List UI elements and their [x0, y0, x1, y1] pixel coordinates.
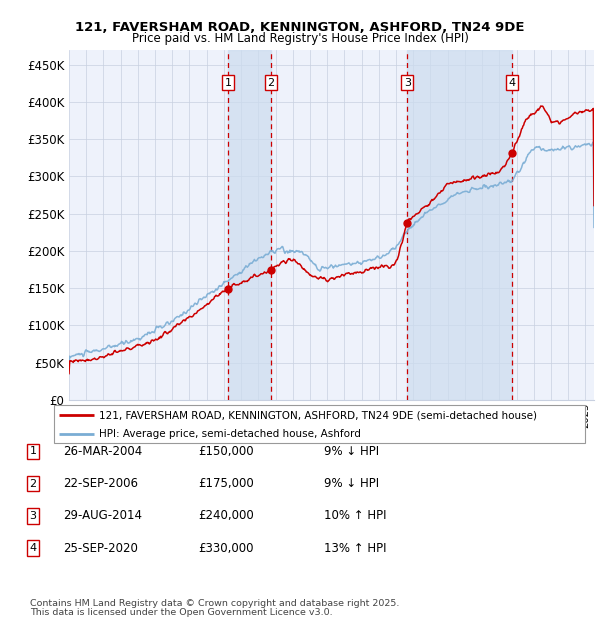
Text: 9% ↓ HPI: 9% ↓ HPI [324, 477, 379, 490]
Text: 1: 1 [29, 446, 37, 456]
Text: 121, FAVERSHAM ROAD, KENNINGTON, ASHFORD, TN24 9DE: 121, FAVERSHAM ROAD, KENNINGTON, ASHFORD… [75, 22, 525, 34]
Text: HPI: Average price, semi-detached house, Ashford: HPI: Average price, semi-detached house,… [99, 428, 361, 439]
Text: 4: 4 [508, 78, 515, 88]
Text: 22-SEP-2006: 22-SEP-2006 [63, 477, 138, 490]
Text: 4: 4 [29, 543, 37, 553]
Text: 9% ↓ HPI: 9% ↓ HPI [324, 445, 379, 458]
Text: £240,000: £240,000 [198, 510, 254, 522]
Text: 25-SEP-2020: 25-SEP-2020 [63, 542, 138, 554]
Text: 10% ↑ HPI: 10% ↑ HPI [324, 510, 386, 522]
Text: Contains HM Land Registry data © Crown copyright and database right 2025.: Contains HM Land Registry data © Crown c… [30, 600, 400, 608]
Bar [407, 50, 512, 400]
FancyBboxPatch shape [54, 405, 585, 443]
Text: £150,000: £150,000 [198, 445, 254, 458]
Text: 121, FAVERSHAM ROAD, KENNINGTON, ASHFORD, TN24 9DE (semi-detached house): 121, FAVERSHAM ROAD, KENNINGTON, ASHFORD… [99, 410, 537, 420]
Text: 2: 2 [29, 479, 37, 489]
Text: 2: 2 [267, 78, 274, 88]
Text: 1: 1 [224, 78, 232, 88]
Text: Price paid vs. HM Land Registry's House Price Index (HPI): Price paid vs. HM Land Registry's House … [131, 32, 469, 45]
Text: 3: 3 [29, 511, 37, 521]
Text: 3: 3 [404, 78, 411, 88]
Text: £330,000: £330,000 [198, 542, 254, 554]
Bar [228, 50, 271, 400]
Text: £175,000: £175,000 [198, 477, 254, 490]
Text: 13% ↑ HPI: 13% ↑ HPI [324, 542, 386, 554]
Text: 26-MAR-2004: 26-MAR-2004 [63, 445, 142, 458]
Text: This data is licensed under the Open Government Licence v3.0.: This data is licensed under the Open Gov… [30, 608, 332, 617]
Text: 29-AUG-2014: 29-AUG-2014 [63, 510, 142, 522]
